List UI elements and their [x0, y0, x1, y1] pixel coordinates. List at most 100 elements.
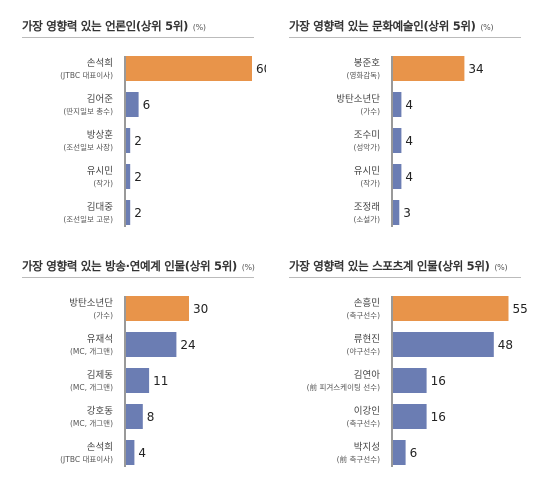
bar	[126, 440, 135, 465]
data-label: 34	[468, 62, 483, 76]
category-sublabel: (야구선수)	[347, 346, 381, 356]
data-label: 2	[134, 206, 142, 220]
category-label: 김제동	[87, 369, 113, 381]
bar	[393, 440, 406, 465]
bar	[393, 332, 494, 357]
bar-chart: 손석희(JTBC 대표이사) 60 김어준 (딴지일보 총수) 6 방상훈(조선일보 사장…	[60, 56, 266, 227]
category-sublabel: (작가)	[93, 178, 113, 188]
category-label: 방상훈	[87, 129, 113, 141]
bar	[126, 332, 177, 357]
chart-panel-culture-artists: 가장 영향력 있는 문화예술인(상위 5위) (%) 봉준호 (영화감독) 34 방탄…	[267, 0, 533, 240]
category-label: 손흥민	[354, 297, 380, 309]
category-label: 손석희	[87, 58, 113, 69]
bar	[393, 92, 402, 117]
category-sublabel: (JTBC 대표이사)	[60, 70, 113, 80]
category-label: 유재석	[87, 334, 113, 345]
bar	[126, 56, 252, 81]
bar	[126, 296, 189, 321]
chart-title: 가장 영향력 있는 스포츠계 인물(상위 5위) (%)	[289, 259, 508, 273]
data-label: 2	[134, 134, 142, 148]
category-sublabel: (가수)	[360, 107, 380, 116]
chart-title: 가장 영향력 있는 방송·연예계 인물(상위 5위) (%)	[22, 259, 255, 273]
bar	[393, 200, 400, 225]
bar	[126, 404, 143, 429]
category-label: 방탄소년단	[69, 298, 113, 309]
chart-title: 가장 영향력 있는 언론인(상위 5위) (%)	[22, 19, 206, 33]
chart-unit: (%)	[192, 23, 206, 32]
bar	[126, 368, 150, 393]
title-divider	[289, 37, 521, 38]
category-sublabel: (축구선수)	[347, 311, 381, 320]
category-label: 유시민	[87, 166, 113, 177]
category-sublabel: (前 피겨스케이팅 선수)	[307, 382, 380, 392]
category-sublabel: (MC, 개그맨)	[70, 418, 113, 428]
data-label: 55	[513, 302, 528, 316]
category-label: 손석희	[87, 442, 113, 453]
bar	[393, 404, 427, 429]
category-sublabel: (MC, 개그맨)	[70, 382, 113, 392]
title-divider	[22, 37, 254, 38]
chart-panel-journalists: 가장 영향력 있는 언론인(상위 5위) (%) 손석희 (JTBC 대표이사) 6…	[0, 0, 266, 240]
category-sublabel: (조선일보 사장)	[63, 142, 113, 152]
category-label: 방탄소년단	[336, 94, 380, 105]
chart-unit: (%)	[494, 263, 508, 272]
category-label: 유시민	[354, 166, 380, 177]
chart-unit: (%)	[241, 263, 255, 272]
bar-chart: 손흥민 (축구선수) 55 류현진(야구선수) 48 김연아(前 피겨스케이팅 선수) 16…	[307, 296, 528, 467]
bar	[393, 296, 509, 321]
category-label: 이강인	[354, 406, 380, 417]
bar-chart: 봉준호(영화감독) 34 방탄소년단 (가수) 4 조수미(성악가) 4 유시민(작가) 4 조정…	[336, 56, 484, 227]
data-label: 16	[431, 374, 446, 388]
category-label: 김대중	[87, 201, 113, 213]
category-sublabel: (MC, 개그맨)	[70, 346, 113, 356]
data-label: 3	[403, 206, 411, 220]
category-label: 조수미	[354, 130, 380, 141]
category-sublabel: (축구선수)	[347, 419, 381, 428]
chart-panel-sports: 가장 영향력 있는 스포츠계 인물(상위 5위) (%) 손흥민 (축구선수) 55…	[267, 240, 533, 480]
data-label: 11	[153, 374, 168, 388]
category-label: 김어준	[87, 93, 113, 105]
bar	[393, 164, 402, 189]
category-label: 봉준호	[354, 58, 380, 69]
category-label: 박지성	[354, 442, 380, 453]
data-label: 24	[180, 338, 195, 352]
category-label: 조정래	[354, 202, 380, 213]
data-label: 4	[138, 446, 146, 460]
title-divider	[22, 277, 254, 278]
bar	[126, 200, 131, 225]
category-label: 류현진	[354, 334, 380, 345]
chart-panel-entertainment: 가장 영향력 있는 방송·연예계 인물(상위 5위) (%) 방탄소년단 (가수)…	[0, 240, 266, 480]
category-sublabel: (前 축구선수)	[337, 454, 380, 464]
data-label: 48	[498, 338, 513, 352]
category-sublabel: (영화감독)	[347, 70, 381, 80]
category-sublabel: (가수)	[93, 311, 113, 320]
data-label: 4	[405, 170, 413, 184]
category-sublabel: (소설가)	[353, 215, 380, 224]
category-sublabel: (성악가)	[353, 142, 380, 152]
data-label: 2	[134, 170, 142, 184]
category-label: 김연아	[354, 369, 380, 381]
category-sublabel: (딴지일보 총수)	[63, 107, 113, 116]
chart-unit: (%)	[480, 23, 494, 32]
bar	[126, 164, 131, 189]
chart-title: 가장 영향력 있는 문화예술인(상위 5위) (%)	[289, 19, 494, 33]
data-label: 6	[143, 98, 151, 112]
bar	[393, 368, 427, 393]
data-label: 8	[147, 410, 155, 424]
data-label: 60	[256, 62, 266, 76]
category-sublabel: (JTBC 대표이사)	[60, 454, 113, 464]
data-label: 4	[405, 134, 413, 148]
bar	[126, 92, 139, 117]
category-label: 강호동	[87, 406, 113, 417]
data-label: 16	[431, 410, 446, 424]
category-sublabel: (조선일보 고문)	[63, 215, 113, 224]
data-label: 30	[193, 302, 208, 316]
bar	[393, 56, 465, 81]
bar	[393, 128, 402, 153]
title-divider	[289, 277, 521, 278]
data-label: 4	[405, 98, 413, 112]
bar	[126, 128, 131, 153]
category-sublabel: (작가)	[360, 178, 380, 188]
data-label: 6	[410, 446, 418, 460]
